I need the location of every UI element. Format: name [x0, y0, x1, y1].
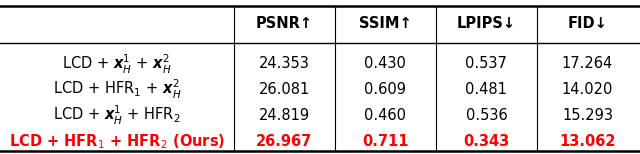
Text: 24.819: 24.819	[259, 108, 310, 123]
Text: LCD + HFR$_{1}$ + $\boldsymbol{x}_{H}^{2}$: LCD + HFR$_{1}$ + $\boldsymbol{x}_{H}^{2…	[52, 78, 181, 101]
Text: PSNR↑: PSNR↑	[255, 16, 313, 31]
Text: 0.536: 0.536	[465, 108, 508, 123]
Text: SSIM↑: SSIM↑	[359, 16, 412, 31]
Text: 13.062: 13.062	[559, 134, 616, 149]
Text: 0.460: 0.460	[364, 108, 406, 123]
Text: 24.353: 24.353	[259, 56, 310, 71]
Text: 0.481: 0.481	[465, 82, 508, 97]
Text: LCD + HFR$_{1}$ + HFR$_{2}$ (Ours): LCD + HFR$_{1}$ + HFR$_{2}$ (Ours)	[9, 132, 225, 151]
Text: LCD + $\boldsymbol{x}_{H}^{1}$ + $\boldsymbol{x}_{H}^{2}$: LCD + $\boldsymbol{x}_{H}^{1}$ + $\bolds…	[62, 52, 172, 75]
Text: 26.967: 26.967	[256, 134, 312, 149]
Text: 17.264: 17.264	[562, 56, 613, 71]
Text: 15.293: 15.293	[562, 108, 613, 123]
Text: LCD + $\boldsymbol{x}_{H}^{1}$ + HFR$_{2}$: LCD + $\boldsymbol{x}_{H}^{1}$ + HFR$_{2…	[53, 104, 180, 127]
Text: FID↓: FID↓	[568, 16, 607, 31]
Text: 14.020: 14.020	[562, 82, 613, 97]
Text: 0.430: 0.430	[364, 56, 406, 71]
Text: 0.711: 0.711	[362, 134, 408, 149]
Text: 0.343: 0.343	[463, 134, 509, 149]
Text: 0.609: 0.609	[364, 82, 406, 97]
Text: LPIPS↓: LPIPS↓	[457, 16, 516, 31]
Text: 0.537: 0.537	[465, 56, 508, 71]
Text: 26.081: 26.081	[259, 82, 310, 97]
